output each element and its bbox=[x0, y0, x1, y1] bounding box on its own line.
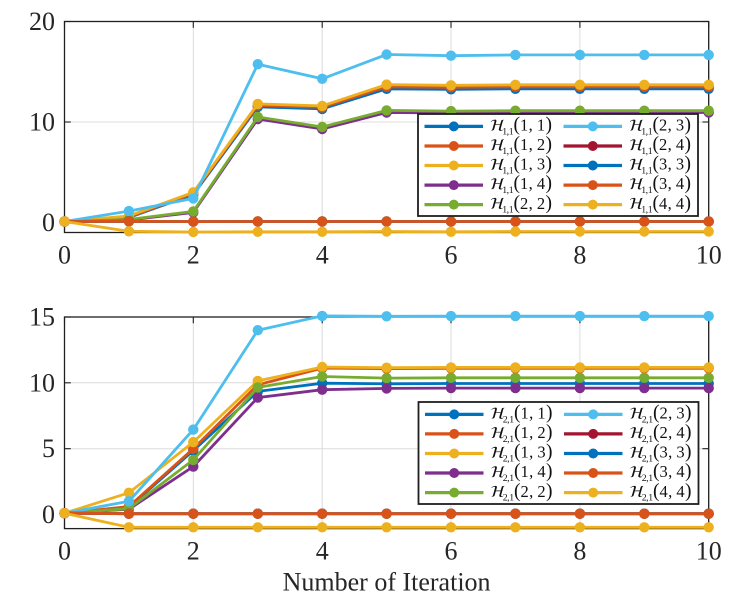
svg-text:8: 8 bbox=[573, 241, 586, 270]
svg-text:(2, 2): (2, 2) bbox=[514, 193, 553, 214]
svg-text:20: 20 bbox=[29, 7, 55, 36]
svg-text:2: 2 bbox=[187, 241, 200, 270]
svg-text:1,1: 1,1 bbox=[502, 205, 514, 216]
svg-text:(1, 3): (1, 3) bbox=[514, 442, 553, 463]
svg-text:(1, 3): (1, 3) bbox=[514, 154, 553, 175]
svg-text:2,1: 2,1 bbox=[642, 493, 654, 504]
svg-text:1,1: 1,1 bbox=[641, 146, 653, 157]
svg-text:2,1: 2,1 bbox=[503, 434, 515, 445]
svg-text:(2, 4): (2, 4) bbox=[653, 422, 692, 443]
svg-text:1,1: 1,1 bbox=[641, 166, 653, 177]
svg-text:2,1: 2,1 bbox=[503, 415, 515, 426]
svg-text:2,1: 2,1 bbox=[503, 454, 515, 465]
svg-text:4: 4 bbox=[316, 537, 329, 566]
svg-text:(3, 4): (3, 4) bbox=[653, 461, 692, 482]
svg-text:4: 4 bbox=[316, 241, 329, 270]
svg-text:15: 15 bbox=[29, 303, 55, 332]
svg-text:Number of Iteration: Number of Iteration bbox=[283, 568, 491, 597]
svg-text:6: 6 bbox=[445, 537, 458, 566]
svg-text:(2, 3): (2, 3) bbox=[653, 115, 692, 136]
svg-text:(3, 3): (3, 3) bbox=[653, 442, 692, 463]
svg-text:2,1: 2,1 bbox=[503, 493, 515, 504]
svg-text:(1, 2): (1, 2) bbox=[514, 134, 553, 155]
svg-text:8: 8 bbox=[573, 537, 586, 566]
svg-text:0: 0 bbox=[58, 241, 71, 270]
svg-text:(2, 4): (2, 4) bbox=[653, 134, 692, 155]
svg-text:10: 10 bbox=[696, 241, 722, 270]
svg-text:(1, 1): (1, 1) bbox=[514, 403, 553, 424]
svg-text:5: 5 bbox=[42, 434, 55, 463]
svg-text:1,1: 1,1 bbox=[502, 185, 514, 196]
svg-text:10: 10 bbox=[29, 368, 55, 397]
svg-text:(2, 3): (2, 3) bbox=[653, 403, 692, 424]
svg-text:6: 6 bbox=[445, 241, 458, 270]
svg-text:2: 2 bbox=[187, 537, 200, 566]
svg-text:1,1: 1,1 bbox=[502, 127, 514, 138]
svg-text:0: 0 bbox=[42, 500, 55, 529]
svg-text:(3, 3): (3, 3) bbox=[653, 154, 692, 175]
svg-text:2,1: 2,1 bbox=[503, 473, 515, 484]
svg-text:2,1: 2,1 bbox=[642, 454, 654, 465]
svg-text:(1, 1): (1, 1) bbox=[514, 115, 553, 136]
svg-text:10: 10 bbox=[696, 537, 722, 566]
svg-text:0: 0 bbox=[42, 208, 55, 237]
svg-text:1,1: 1,1 bbox=[641, 205, 653, 216]
svg-text:(1, 4): (1, 4) bbox=[514, 461, 553, 482]
svg-text:1,1: 1,1 bbox=[641, 185, 653, 196]
svg-text:1,1: 1,1 bbox=[502, 166, 514, 177]
svg-text:(2, 2): (2, 2) bbox=[514, 481, 553, 502]
svg-text:1,1: 1,1 bbox=[502, 146, 514, 157]
svg-text:(4, 4): (4, 4) bbox=[653, 481, 692, 502]
svg-text:(1, 4): (1, 4) bbox=[514, 173, 553, 194]
svg-text:1,1: 1,1 bbox=[641, 127, 653, 138]
svg-text:2,1: 2,1 bbox=[642, 473, 654, 484]
svg-text:(4, 4): (4, 4) bbox=[653, 193, 692, 214]
svg-text:(3, 4): (3, 4) bbox=[653, 173, 692, 194]
svg-text:0: 0 bbox=[58, 537, 71, 566]
svg-text:(1, 2): (1, 2) bbox=[514, 422, 553, 443]
svg-text:2,1: 2,1 bbox=[642, 434, 654, 445]
svg-text:10: 10 bbox=[29, 108, 55, 137]
svg-text:2,1: 2,1 bbox=[642, 415, 654, 426]
